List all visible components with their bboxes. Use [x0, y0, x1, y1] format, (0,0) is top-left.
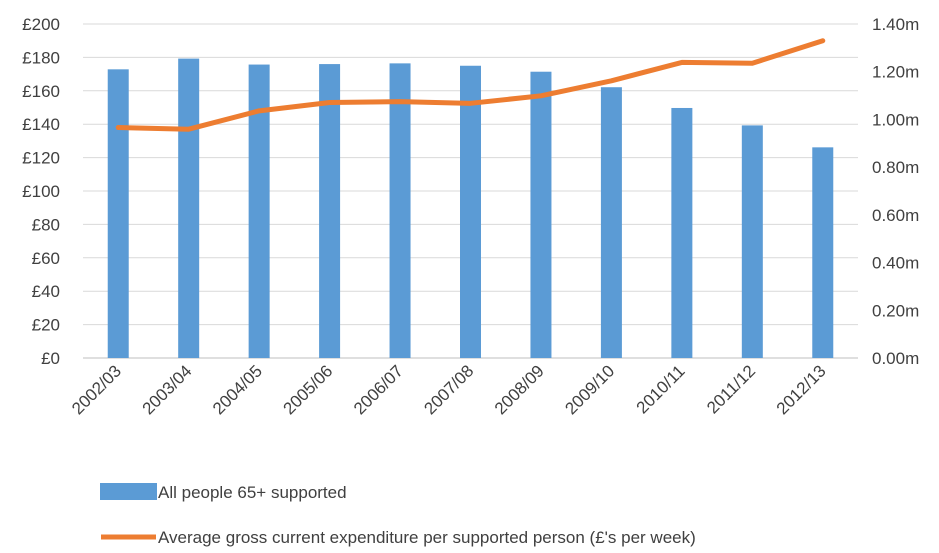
- y-right-tick-label: 1.00m: [872, 110, 919, 129]
- y-axis-right: 0.00m 0.20m 0.40m 0.60m 0.80m 1.00m 1.20m 1.40m: [872, 15, 919, 368]
- y-left-tick-label: £120: [22, 149, 60, 168]
- line-point: [329, 101, 331, 103]
- x-tick-label: 2008/09: [491, 361, 548, 418]
- x-tick-label: 2010/11: [633, 361, 689, 417]
- x-tick-label: 2011/12: [703, 361, 759, 417]
- line-point: [610, 80, 612, 82]
- line-point: [188, 128, 190, 130]
- bar: [319, 64, 341, 358]
- x-tick-label: 2005/06: [280, 361, 337, 418]
- y-left-tick-label: £100: [22, 182, 60, 201]
- x-tick-label: 2004/05: [209, 361, 266, 418]
- y-left-tick-label: £140: [22, 115, 60, 134]
- line-point: [258, 110, 260, 112]
- x-axis: 2002/03 2003/04 2004/05 2005/06 2006/07 2007/…: [68, 361, 829, 418]
- line-point: [751, 62, 753, 64]
- bar: [178, 58, 200, 358]
- x-tick-label: 2003/04: [139, 361, 196, 418]
- y-left-tick-label: £60: [32, 249, 60, 268]
- x-tick-label: 2006/07: [350, 361, 407, 418]
- y-left-tick-label: £160: [22, 82, 60, 101]
- y-right-tick-label: 0.00m: [872, 349, 919, 368]
- bar: [107, 69, 129, 358]
- line-point: [470, 102, 471, 104]
- y-left-tick-label: £0: [41, 349, 60, 368]
- y-right-tick-label: 0.60m: [872, 206, 919, 225]
- x-tick-label: 2002/03: [68, 361, 125, 418]
- line-point: [540, 95, 542, 97]
- line-point: [399, 101, 401, 103]
- x-tick-label: 2009/10: [561, 361, 618, 418]
- legend-swatch-bar: [100, 483, 157, 500]
- bar: [671, 107, 693, 358]
- bar: [600, 87, 622, 358]
- bar: [460, 65, 481, 358]
- bar: [389, 63, 411, 358]
- y-right-tick-label: 1.20m: [872, 63, 919, 82]
- line-point: [822, 40, 824, 42]
- y-left-tick-label: £20: [32, 316, 60, 335]
- line-series: [115, 38, 826, 132]
- legend-label-line: Average gross current expenditure per su…: [158, 528, 696, 547]
- y-left-tick-label: £40: [32, 282, 60, 301]
- y-right-tick-label: 0.80m: [872, 158, 919, 177]
- bar: [812, 147, 834, 358]
- legend-label-bar: All people 65+ supported: [158, 483, 347, 502]
- y-axis-left: £0 £20 £40 £60 £80 £100 £120 £140 £160 £180 £200: [22, 15, 60, 368]
- y-left-tick-label: £200: [22, 15, 60, 34]
- line-point: [681, 61, 683, 63]
- legend: All people 65+ supported Average gross c…: [100, 483, 696, 547]
- x-tick-label: 2012/13: [773, 361, 830, 418]
- bar: [248, 64, 270, 359]
- line-point: [117, 127, 119, 129]
- bar: [741, 125, 763, 359]
- y-right-tick-label: 1.40m: [872, 15, 919, 34]
- y-left-tick-label: £180: [22, 48, 60, 67]
- bar-series: [107, 58, 834, 359]
- y-right-tick-label: 0.40m: [872, 254, 919, 273]
- y-right-tick-label: 0.20m: [872, 301, 919, 320]
- y-left-tick-label: £80: [32, 215, 60, 234]
- bar: [530, 71, 552, 358]
- x-tick-label: 2007/08: [420, 361, 477, 418]
